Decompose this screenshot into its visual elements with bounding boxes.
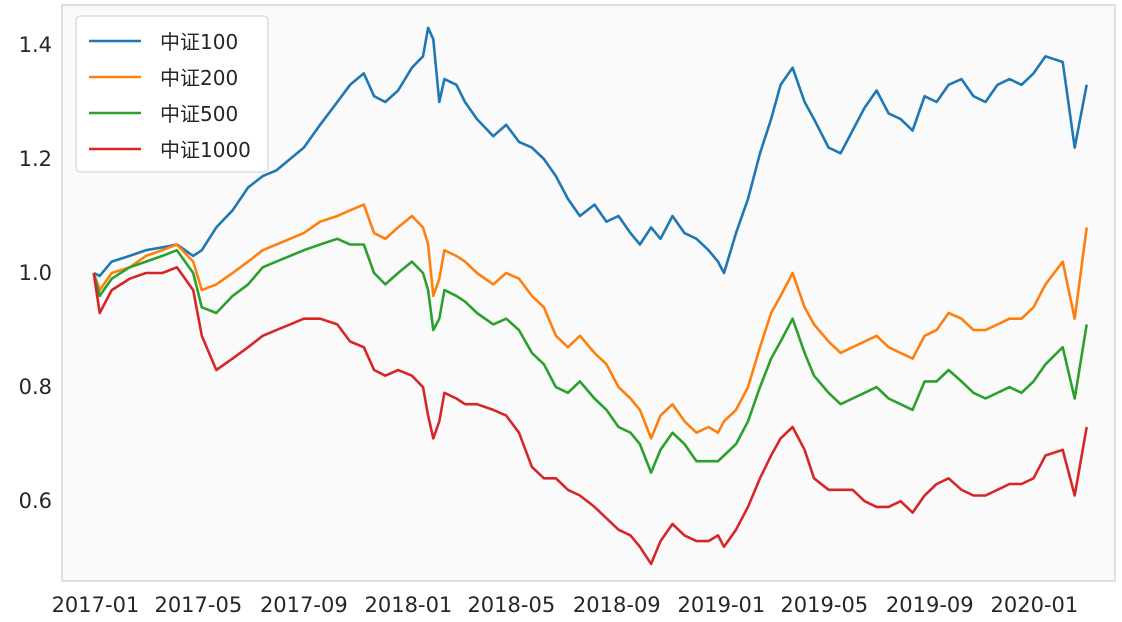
x-tick-label: 2017-09 bbox=[260, 593, 348, 617]
x-tick-label: 2019-05 bbox=[780, 593, 868, 617]
x-axis-ticks: 2017-01 2017-05 2017-09 2018-01 2018-05 2018-… bbox=[52, 593, 1079, 617]
x-tick-label: 2019-01 bbox=[678, 593, 766, 617]
y-tick-label: 0.8 bbox=[19, 375, 52, 399]
legend: 中证100 中证200 中证500 中证1000 bbox=[75, 15, 269, 173]
y-tick-label: 1.2 bbox=[19, 147, 52, 171]
x-tick-label: 2018-09 bbox=[573, 593, 661, 617]
legend-box bbox=[75, 15, 269, 173]
x-tick-label: 2018-05 bbox=[467, 593, 555, 617]
series-layer bbox=[92, 26, 1088, 566]
legend-label: 中证500 bbox=[160, 102, 238, 126]
series-line-2 bbox=[92, 203, 1088, 440]
legend-label: 中证1000 bbox=[160, 138, 251, 162]
x-tick-label: 2019-09 bbox=[886, 593, 974, 617]
x-tick-label: 2018-01 bbox=[365, 593, 453, 617]
series-line-1 bbox=[93, 26, 1088, 278]
legend-label: 中证200 bbox=[160, 66, 238, 90]
x-tick-label: 2020-01 bbox=[991, 593, 1079, 617]
legend-label: 中证100 bbox=[160, 30, 238, 54]
y-axis-ticks: 0.6 0.8 1.0 1.2 1.4 bbox=[19, 33, 52, 513]
series-line-4 bbox=[92, 265, 1088, 566]
y-tick-label: 0.6 bbox=[19, 489, 52, 513]
y-tick-label: 1.4 bbox=[19, 33, 52, 57]
series-line-3 bbox=[92, 237, 1088, 474]
y-tick-label: 1.0 bbox=[19, 261, 52, 285]
x-tick-label: 2017-01 bbox=[52, 593, 140, 617]
x-tick-label: 2017-05 bbox=[154, 593, 242, 617]
